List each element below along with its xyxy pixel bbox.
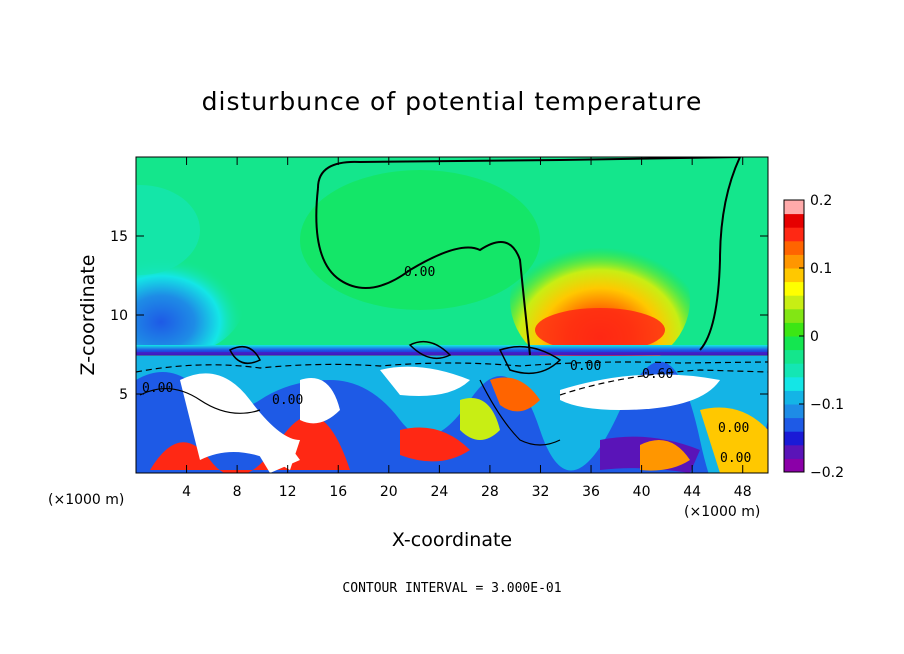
x-tick-label: 20 <box>380 484 398 500</box>
x-tick-label: 12 <box>279 484 297 500</box>
colorbar-swatch <box>784 200 804 215</box>
x-tick-label: 8 <box>233 484 242 500</box>
colorbar-swatch <box>784 281 804 296</box>
colorbar-swatch <box>784 363 804 378</box>
x-tick-label: 44 <box>683 484 701 500</box>
contour-label: 0.00 <box>404 265 435 280</box>
contour-labels: 0.00 0.00 0.00 0.60 0.00 0.00 0.00 <box>142 265 751 466</box>
colorbar-tick-label: 0.1 <box>810 261 832 277</box>
y-tick-label: 10 <box>110 308 128 324</box>
x-tick-label: 36 <box>582 484 600 500</box>
x-tick-label: 4 <box>182 484 191 500</box>
contour-label: 0.60 <box>642 367 673 382</box>
colorbar-swatch <box>784 458 804 473</box>
x-tick-label: 32 <box>532 484 550 500</box>
y-tick-label: 5 <box>119 387 128 403</box>
contour-label: 0.00 <box>718 421 749 436</box>
colorbar-tick-label: −0.1 <box>810 397 844 413</box>
colorbar-swatch <box>784 431 804 446</box>
colorbar-swatch <box>784 444 804 459</box>
x-axis-label: X-coordinate <box>392 529 512 551</box>
colorbar-tick-label: 0.2 <box>810 193 832 209</box>
contour-label: 0.00 <box>142 381 173 396</box>
colorbar-swatch <box>784 404 804 419</box>
colorbar-swatch <box>784 376 804 391</box>
contour-interval: CONTOUR INTERVAL = 3.000E-01 <box>342 581 561 596</box>
contour-label: 0.00 <box>570 359 601 374</box>
colorbar-swatch <box>784 336 804 351</box>
colorbar-swatch <box>784 295 804 310</box>
y-axis: 5 10 15 <box>110 229 768 403</box>
colorbar-swatch <box>784 213 804 228</box>
x-tick-label: 40 <box>633 484 651 500</box>
colorbar-swatch <box>784 349 804 364</box>
colorbar-swatch <box>784 417 804 432</box>
x-tick-label: 24 <box>430 484 448 500</box>
y-axis-label: Z-coordinate <box>77 255 99 376</box>
colorbar-swatch <box>784 227 804 242</box>
colorbar <box>784 200 804 473</box>
x-tick-label: 48 <box>734 484 752 500</box>
colorbar-swatch <box>784 254 804 269</box>
colorbar-swatch <box>784 268 804 283</box>
colorbar-swatch <box>784 322 804 337</box>
y-tick-label: 15 <box>110 229 128 245</box>
x-tick-label: 28 <box>481 484 499 500</box>
colorbar-tick-label: −0.2 <box>810 465 844 481</box>
colorbar-swatch <box>784 308 804 323</box>
colorbar-tick-label: 0 <box>810 329 819 345</box>
heatmap-field <box>136 157 768 473</box>
chart-title: disturbunce of potential temperature <box>202 87 703 116</box>
colorbar-ticks: 0.2 0.1 0 −0.1 −0.2 <box>799 193 844 481</box>
x-tick-label: 16 <box>329 484 347 500</box>
colorbar-swatch <box>784 390 804 405</box>
contour-label: 0.00 <box>720 451 751 466</box>
x-unit-right: (×1000 m) <box>684 504 760 520</box>
x-unit-left: (×1000 m) <box>48 492 124 508</box>
x-axis: 4 8 12 16 20 24 28 32 36 40 44 48 <box>182 157 752 500</box>
colorbar-swatch <box>784 240 804 255</box>
contour-label: 0.00 <box>272 393 303 408</box>
